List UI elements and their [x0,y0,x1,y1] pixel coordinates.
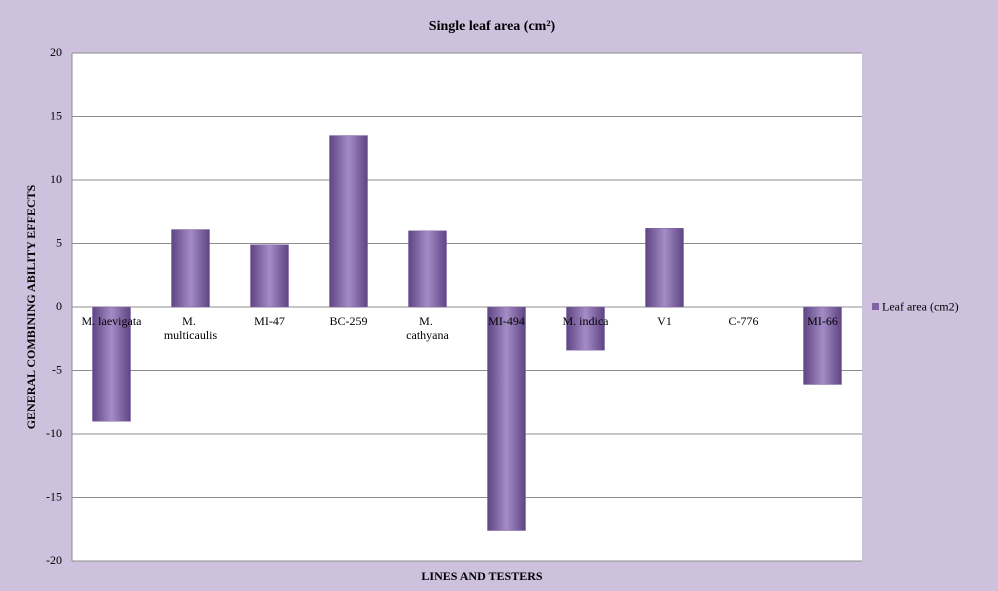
bar [92,306,131,422]
x-tick-label: M. laevigata [82,314,143,328]
y-axis-label: GENERAL COMBINING ABILITY EFFECTS [24,184,38,429]
y-tick-label: -15 [46,489,62,503]
y-tick-label: 15 [50,108,62,122]
y-tick-label: 10 [50,172,62,186]
x-tick-label: M. indica [563,314,610,328]
bar [408,230,447,308]
x-tick-label: MI-47 [254,314,285,328]
y-tick-label: 0 [56,299,62,313]
x-tick-label: BC-259 [329,314,367,328]
bar [250,244,289,308]
x-tick-label: MI-66 [807,314,838,328]
legend-label: Leaf area (cm2) [882,299,959,313]
y-tick-label: 20 [50,45,62,59]
x-tick-label: M. multicaulis [164,314,218,342]
y-tick-label: -20 [46,553,62,567]
y-tick-label: 5 [56,235,62,249]
bar [803,306,842,385]
x-tick-label: C-776 [729,314,759,328]
x-tick-label: MI-494 [488,314,525,328]
x-tick-label: M. cathyana [406,314,449,342]
legend-swatch [872,303,879,310]
x-tick-label: V1 [657,314,672,328]
bar [329,135,368,308]
bar [487,306,526,531]
bar [566,306,605,351]
y-tick-label: -10 [46,426,62,440]
bar [645,228,684,308]
chart-title: Single leaf area (cm²) [429,19,556,34]
x-axis-label: LINES AND TESTERS [421,569,542,583]
bar [171,229,210,308]
y-tick-label: -5 [52,362,62,376]
